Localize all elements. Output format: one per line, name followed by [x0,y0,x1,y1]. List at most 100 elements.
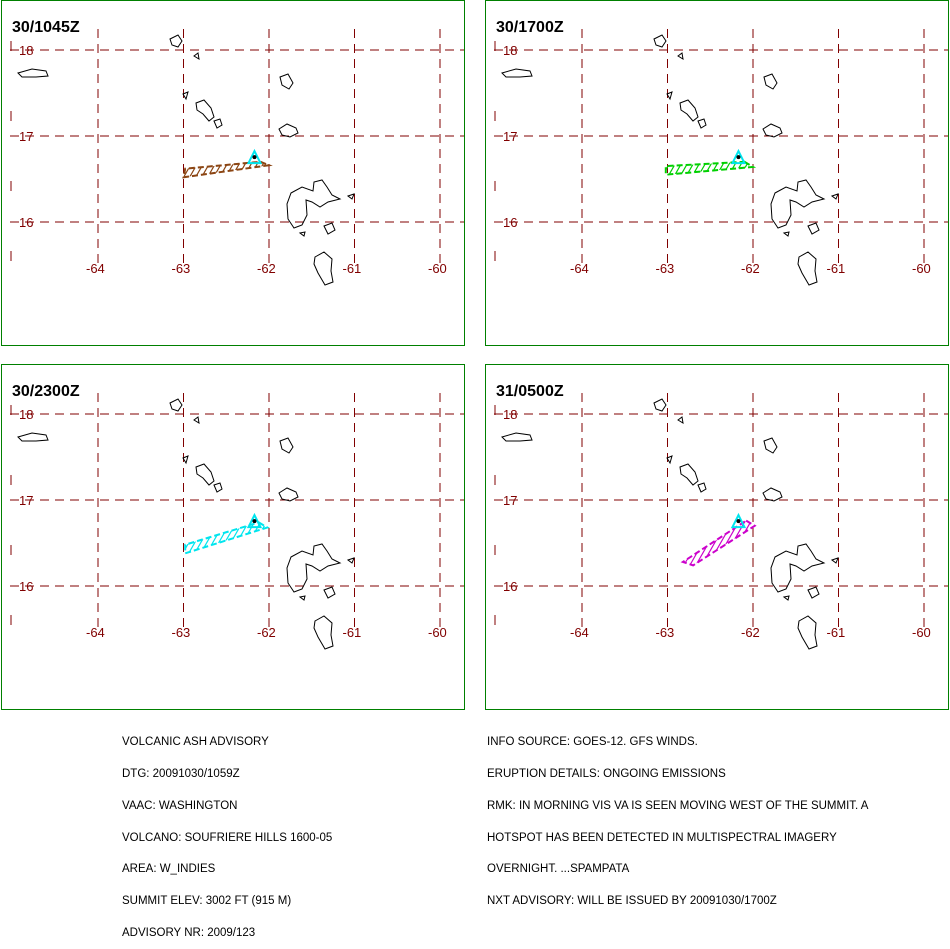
coastline [770,179,826,229]
coastline [169,398,183,412]
coastline [697,118,707,129]
lon-label: -62 [741,261,760,276]
coastline [501,68,533,78]
map-canvas-4: -64 -63 -62 -61 -60 18 17 16 [494,393,948,650]
coastline [830,557,839,564]
lon-label: -61 [827,261,846,276]
lon-label: -62 [257,261,276,276]
coastline [762,487,783,502]
coastline [213,118,223,129]
panel-title-1: 30/1045Z [12,19,80,36]
advisory-line: OVERNIGHT. ...SPAMPATA [487,863,630,876]
lat-label: 17 [503,493,517,508]
panel-title-3: 30/2300Z [12,383,80,400]
map-canvas-3: -64 -63 -62 -61 -60 18 17 16 [10,393,464,650]
coastline [195,99,215,122]
ash-plume-hatch [183,161,269,178]
coastline [346,557,355,564]
advisory-header-left: VOLCANIC ASH ADVISORY DTG: 20091030/1059… [122,716,332,949]
lon-label: -62 [741,625,760,640]
lon-label: -63 [172,261,191,276]
ash-plume-hatch [185,522,268,554]
lon-label: -61 [343,625,362,640]
coastline [666,91,673,101]
volcano-vent-marker [730,512,747,529]
volcano-vent-marker [246,512,263,529]
coastline [182,455,189,465]
coastline [193,52,200,60]
map-canvas-2: -64 -63 -62 -61 -60 18 17 16 [494,29,948,286]
map-panel-1: -64 -63 -62 -61 -60 18 17 16 30/1045Z [1,0,465,346]
lon-label: -63 [172,625,191,640]
volcano-vent-marker [730,148,747,165]
coastline [213,482,223,493]
ash-plume-hatch [682,520,755,566]
coastline [797,251,818,286]
coastline [677,416,684,424]
advisory-line: VAAC: WASHINGTON [122,799,238,812]
coastline [762,123,783,138]
advisory-line: DTG: 20091030/1059Z [122,767,240,780]
advisory-line: SUMMIT ELEV: 3002 FT (915 M) [122,895,292,908]
lon-label: -63 [656,261,675,276]
map-panel-3: -64 -63 -62 -61 -60 18 17 16 30/2300Z [1,364,465,710]
coastline [653,34,667,48]
lat-label: 18 [503,407,517,422]
lat-label: 16 [19,579,33,594]
coastline [193,416,200,424]
lon-label: -60 [428,625,447,640]
advisory-line: INFO SOURCE: GOES-12. GFS WINDS. [487,736,698,749]
lat-label: 17 [19,493,33,508]
coastline [17,432,49,442]
ash-plume-outline [184,521,270,555]
advisory-details-right: INFO SOURCE: GOES-12. GFS WINDS. ERUPTIO… [487,716,868,917]
coastline [182,91,189,101]
volcano-vent-marker [246,148,263,165]
lon-label: -60 [912,261,931,276]
coastline [797,615,818,650]
coastline [770,543,826,593]
coastline [298,231,306,237]
lon-label: -64 [570,261,589,276]
advisory-line: ADVISORY NR: 2009/123 [122,926,256,939]
lon-label: -64 [86,261,105,276]
lat-label: 16 [503,579,517,594]
panel-title-4: 31/0500Z [496,383,564,400]
coastline [666,455,673,465]
coastline [830,193,839,200]
lat-label: 17 [19,129,33,144]
volcano-summit-dot [736,155,741,160]
ash-plume-hatch [665,161,753,175]
coastline [807,586,820,599]
lat-label: 17 [503,129,517,144]
panel-title-2: 30/1700Z [496,19,564,36]
lat-label: 18 [503,43,517,58]
volcano-summit-dot [736,519,741,524]
coastline [278,487,299,502]
volcano-summit-dot [252,519,257,524]
lat-label: 16 [503,215,517,230]
coastline [278,123,299,138]
advisory-line: VOLCANO: SOUFRIERE HILLS 1600-05 [122,831,333,844]
coastline [763,437,778,454]
coastline [169,34,183,48]
coastline [782,595,790,601]
lon-label: -61 [343,261,362,276]
coastline [323,222,336,235]
lat-label: 16 [19,215,33,230]
map-canvas-1: -64 -63 -62 -61 -60 18 17 16 [10,29,464,286]
map-panel-2: -64 -63 -62 -61 -60 18 17 16 30/1700Z [485,0,949,346]
lon-label: -60 [912,625,931,640]
lon-label: -60 [428,261,447,276]
map-panel-4: -64 -63 -62 -61 -60 18 17 16 31/0500Z [485,364,949,710]
advisory-line: RMK: IN MORNING VIS VA IS SEEN MOVING WE… [487,799,869,812]
coastline [807,222,820,235]
coastline [298,595,306,601]
advisory-line: ERUPTION DETAILS: ONGOING EMISSIONS [487,767,726,780]
lon-label: -64 [570,625,589,640]
coastline [697,482,707,493]
coastline [313,615,334,650]
lon-label: -62 [257,625,276,640]
coastline [763,73,778,90]
coastline [782,231,790,237]
